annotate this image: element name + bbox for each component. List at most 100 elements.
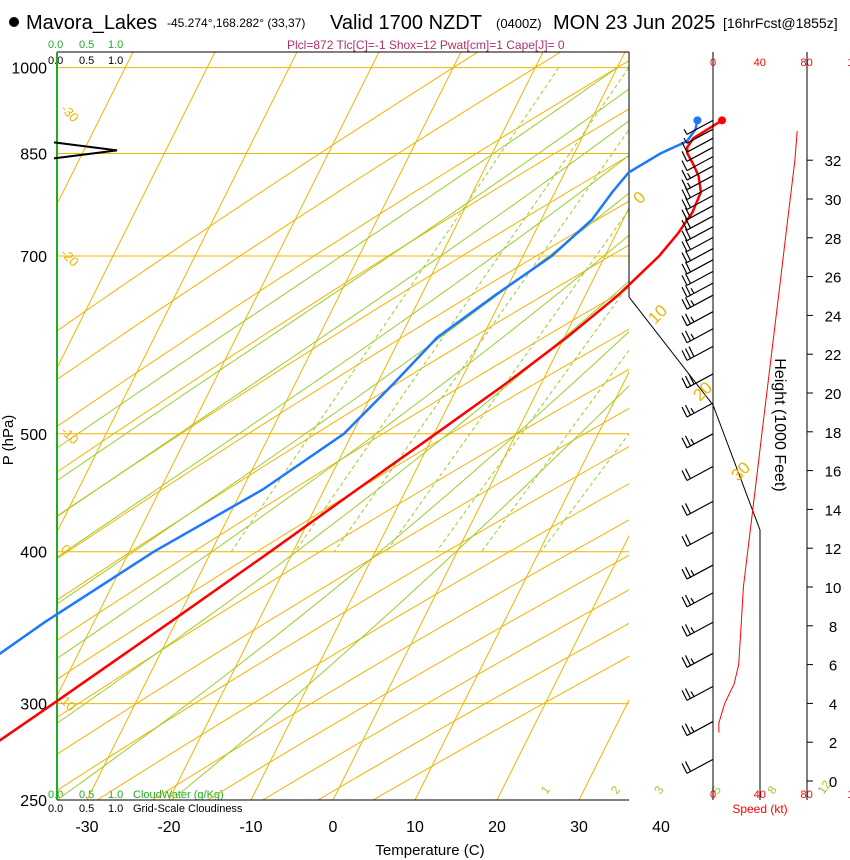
wind-barb-half <box>690 407 695 414</box>
mixing-ratio-line <box>540 432 629 552</box>
height-tick-label: 10 <box>825 580 842 597</box>
wind-barb-shaft <box>686 282 714 298</box>
temp-tick-label: 40 <box>652 819 670 836</box>
wind-barb-flag <box>684 297 692 308</box>
dry-adiabat-line <box>57 60 629 428</box>
station-marker-icon <box>9 17 19 27</box>
wind-barb <box>681 685 714 701</box>
wind-barb-shaft <box>686 531 714 547</box>
temp-tick-label: -20 <box>157 819 180 836</box>
height-tick-label: 6 <box>829 658 837 675</box>
cloud-cover-label: Grid-Scale Cloudiness <box>133 803 243 815</box>
wind-barb-shaft <box>686 226 714 242</box>
temperature-line <box>0 119 723 742</box>
wind-barb <box>681 465 714 482</box>
station-coords: -45.274°,168.282° (33,37) <box>167 16 305 30</box>
isotherm-label: -30 <box>58 101 82 125</box>
mixing-ratio-line <box>230 67 560 552</box>
wind-barb-flag <box>684 239 692 250</box>
isotherm-label-right: 10 <box>644 301 671 328</box>
dry-adiabat-line <box>57 287 629 641</box>
isotherm-label-right: 0 <box>629 188 649 208</box>
wind-barb-flag <box>681 725 688 736</box>
isotherm-line <box>496 534 629 800</box>
wind-barb-flag <box>684 534 692 545</box>
wind-barb-half <box>690 726 695 733</box>
dry-adiabat-line <box>152 519 629 800</box>
forecast-info: [16hrFcst@1855z] <box>723 15 838 31</box>
wind-barb-flag <box>681 263 688 275</box>
surface-temp-dot <box>718 116 727 125</box>
wind-barb-half <box>690 316 695 323</box>
wind-barb <box>681 402 714 418</box>
wind-barb-flag <box>684 655 692 666</box>
wind-barb-half <box>690 691 695 697</box>
wind-barb <box>681 500 714 516</box>
wind-barb-shaft <box>686 175 714 191</box>
wind-barb-shaft <box>686 564 714 580</box>
height-tick-label: 26 <box>825 270 842 287</box>
isotherm-line <box>414 370 629 800</box>
dry-adiabat-line <box>57 368 629 718</box>
wind-barb-flag <box>681 219 688 231</box>
wind-barb-shaft <box>686 373 714 389</box>
wind-barb-shaft <box>686 328 714 344</box>
isotherm-line <box>86 52 462 800</box>
pressure-tick-label: 850 <box>20 146 47 163</box>
dry-adiabat-line <box>317 622 629 800</box>
speed-tick-bottom: 40 <box>754 789 766 801</box>
wind-barb-flag <box>681 568 688 580</box>
wind-barb-flag <box>684 330 692 342</box>
height-tick-label: 32 <box>825 153 842 170</box>
cloud-water-tick: 1.0 <box>108 39 123 51</box>
wind-barb <box>681 236 714 253</box>
mixing-ratio-line <box>333 128 629 552</box>
wind-barb-half <box>690 627 695 633</box>
wind-barb <box>681 137 714 153</box>
temp-tick-label: 30 <box>570 819 588 836</box>
speed-tick-bottom: 0 <box>710 789 716 801</box>
wind-barb-half <box>683 137 688 144</box>
temp-tick-label: -30 <box>75 819 98 836</box>
wind-barb-flag <box>684 284 692 296</box>
wind-barb-flag <box>681 298 688 310</box>
cloud-cover-ticks-top: 0.0 0.5 1.0 <box>48 55 123 67</box>
wind-barb-shaft <box>686 402 714 418</box>
wind-barb-shaft <box>686 205 714 221</box>
wind-speed-line <box>718 131 798 733</box>
wind-barb-flag <box>681 350 688 361</box>
isotherm-label-right: 30 <box>727 458 754 485</box>
wind-barb-flag <box>684 468 692 479</box>
wind-barb <box>681 373 714 389</box>
mixing-ratio-label: 3 <box>651 783 666 797</box>
moist-adiabat-line <box>57 280 629 724</box>
wind-barb-flag <box>681 470 688 481</box>
wind-barb-flag <box>681 199 688 210</box>
wind-barb-flag <box>684 503 692 514</box>
surface-dewpoint-dot <box>693 116 702 125</box>
wind-barb-flag <box>684 761 692 772</box>
wind-barb <box>681 282 714 298</box>
wind-barb <box>681 564 714 580</box>
wind-barb-shaft <box>686 259 714 275</box>
wind-barb-flag <box>684 217 692 229</box>
wind-barb-shaft <box>686 248 714 264</box>
isotherm-line <box>661 52 850 800</box>
height-tick-label: 0 <box>829 774 837 791</box>
mixing-ratio-label: 2 <box>608 783 623 797</box>
height-tick-label: 2 <box>829 735 837 752</box>
wind-barb-shaft <box>686 270 714 286</box>
wind-barb-half <box>690 333 695 340</box>
wind-barb-flag <box>681 657 688 668</box>
moist-adiabat-line <box>57 88 629 482</box>
height-tick-label: 22 <box>825 347 842 364</box>
cloud-water-tick: 0.0 <box>48 39 63 51</box>
height-tick-label: 18 <box>825 425 842 442</box>
isotherm-label: -10 <box>58 423 82 447</box>
isotherm-line <box>57 52 298 534</box>
mixing-ratio-line <box>385 208 629 552</box>
speed-tick-top: 80 <box>800 57 812 69</box>
wind-barb-half <box>683 129 688 135</box>
wind-barb <box>681 146 714 162</box>
zulu-time: (0400Z) <box>496 16 542 31</box>
